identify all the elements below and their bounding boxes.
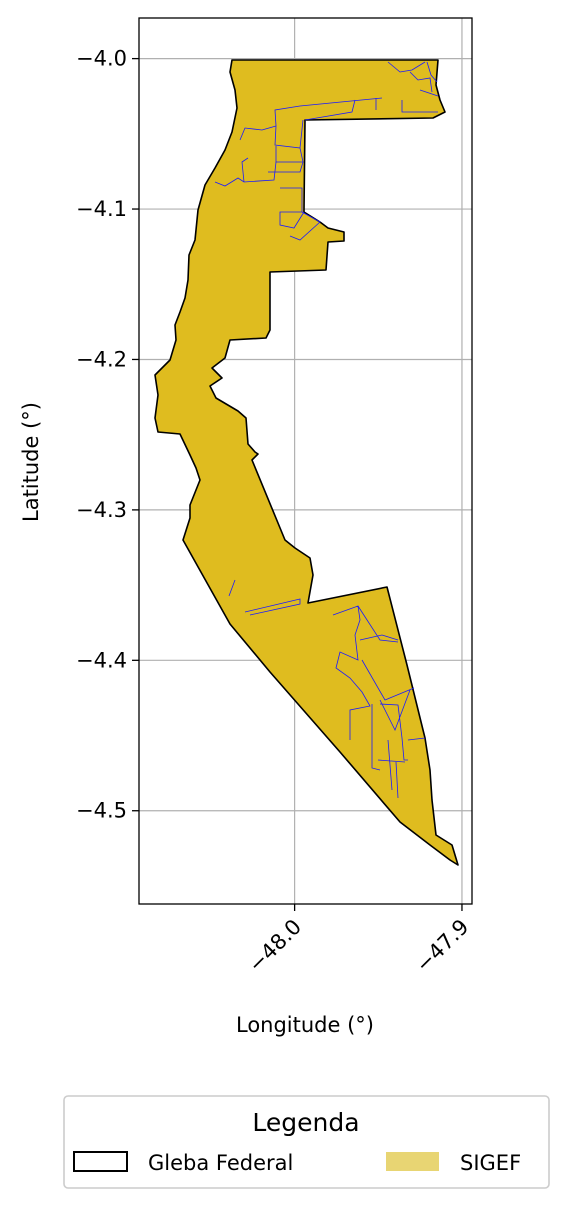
y-axis: −4.0 −4.1 −4.2 −4.3 −4.4 −4.5 (76, 47, 139, 823)
y-tick-label: −4.2 (76, 347, 127, 371)
axes-frame (138, 17, 473, 905)
legend-title: Legenda (252, 1108, 359, 1137)
sigef-parcel (304, 61, 439, 121)
sigef-parcel (214, 157, 305, 229)
legend-swatch-sigef (386, 1152, 439, 1171)
x-axis-label: Longitude (°) (236, 1013, 374, 1037)
y-tick-label: −4.5 (76, 799, 127, 823)
sigef-parcel (332, 605, 426, 799)
legend-label-gleba-federal: Gleba Federal (148, 1151, 293, 1175)
legend-label-sigef: SIGEF (460, 1151, 521, 1175)
plot-area (139, 18, 472, 904)
legend-swatch-gleba-federal (73, 1151, 128, 1172)
x-axis: −48.0 −47.9 (244, 904, 473, 977)
gleba-federal-polygon (154, 59, 459, 866)
sigef-parcel (239, 97, 383, 163)
legend: Legenda Gleba Federal SIGEF (63, 1095, 550, 1189)
sigef-parcels (214, 61, 439, 799)
y-axis-label: Latitude (°) (19, 402, 43, 522)
sigef-parcel (228, 579, 301, 616)
x-tick-label: −47.9 (411, 915, 473, 977)
y-tick-label: −4.4 (76, 648, 127, 672)
sigef-parcel (289, 211, 321, 241)
x-tick-label: −48.0 (244, 915, 306, 977)
y-tick-label: −4.0 (76, 47, 127, 71)
y-tick-label: −4.1 (76, 197, 127, 221)
y-tick-label: −4.3 (76, 498, 127, 522)
